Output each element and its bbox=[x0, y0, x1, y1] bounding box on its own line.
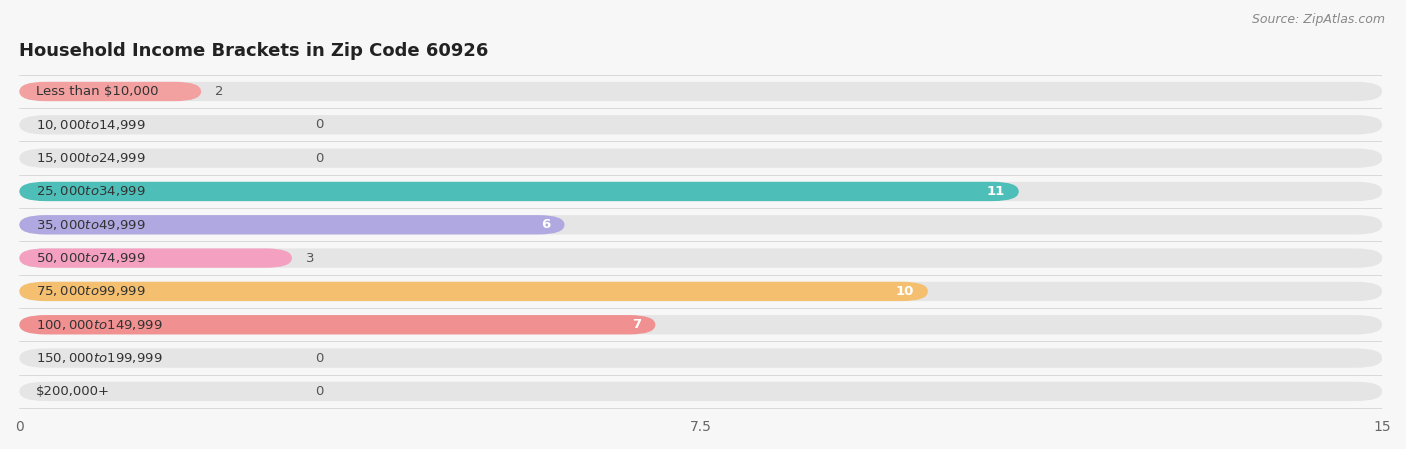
FancyBboxPatch shape bbox=[20, 149, 1382, 168]
FancyBboxPatch shape bbox=[20, 382, 1382, 401]
Text: 0: 0 bbox=[315, 152, 323, 165]
FancyBboxPatch shape bbox=[20, 248, 292, 268]
Text: 0: 0 bbox=[315, 119, 323, 131]
Text: 10: 10 bbox=[896, 285, 914, 298]
FancyBboxPatch shape bbox=[20, 282, 1382, 301]
Text: 7: 7 bbox=[633, 318, 641, 331]
Text: 0: 0 bbox=[315, 385, 323, 398]
FancyBboxPatch shape bbox=[20, 348, 1382, 368]
Text: $50,000 to $74,999: $50,000 to $74,999 bbox=[35, 251, 145, 265]
FancyBboxPatch shape bbox=[20, 182, 1382, 201]
FancyBboxPatch shape bbox=[20, 82, 1382, 101]
Text: $25,000 to $34,999: $25,000 to $34,999 bbox=[35, 185, 145, 198]
Text: $35,000 to $49,999: $35,000 to $49,999 bbox=[35, 218, 145, 232]
FancyBboxPatch shape bbox=[20, 115, 1382, 134]
Text: $200,000+: $200,000+ bbox=[35, 385, 110, 398]
Text: Household Income Brackets in Zip Code 60926: Household Income Brackets in Zip Code 60… bbox=[20, 42, 489, 60]
Text: $15,000 to $24,999: $15,000 to $24,999 bbox=[35, 151, 145, 165]
FancyBboxPatch shape bbox=[20, 215, 564, 234]
Text: $75,000 to $99,999: $75,000 to $99,999 bbox=[35, 284, 145, 299]
FancyBboxPatch shape bbox=[20, 182, 1019, 201]
Text: 0: 0 bbox=[315, 352, 323, 365]
Text: Source: ZipAtlas.com: Source: ZipAtlas.com bbox=[1251, 13, 1385, 26]
Text: $150,000 to $199,999: $150,000 to $199,999 bbox=[35, 351, 162, 365]
Text: $10,000 to $14,999: $10,000 to $14,999 bbox=[35, 118, 145, 132]
Text: Less than $10,000: Less than $10,000 bbox=[35, 85, 159, 98]
Text: 3: 3 bbox=[305, 251, 314, 264]
Text: 6: 6 bbox=[541, 218, 551, 231]
FancyBboxPatch shape bbox=[20, 82, 201, 101]
FancyBboxPatch shape bbox=[20, 215, 1382, 234]
Text: $100,000 to $149,999: $100,000 to $149,999 bbox=[35, 318, 162, 332]
Text: 2: 2 bbox=[215, 85, 224, 98]
FancyBboxPatch shape bbox=[20, 248, 1382, 268]
Text: 11: 11 bbox=[987, 185, 1005, 198]
FancyBboxPatch shape bbox=[20, 315, 1382, 335]
FancyBboxPatch shape bbox=[20, 315, 655, 335]
FancyBboxPatch shape bbox=[20, 282, 928, 301]
